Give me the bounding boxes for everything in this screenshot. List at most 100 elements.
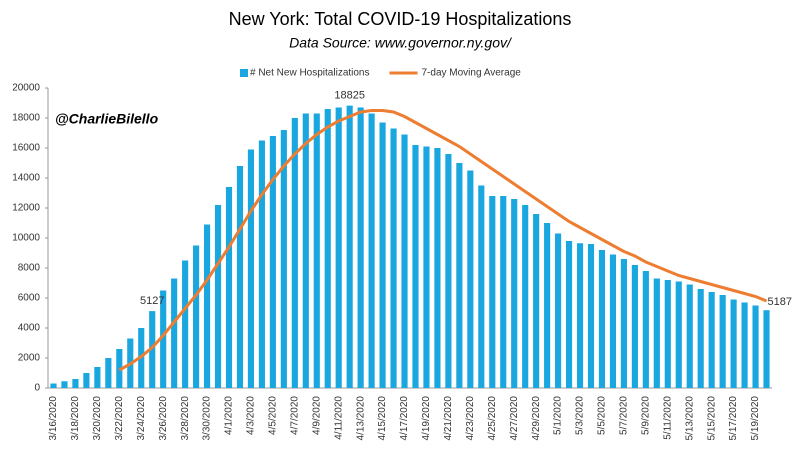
moving-average-line <box>118 109 768 372</box>
bar <box>434 148 441 388</box>
y-tick-label: 16000 <box>12 143 40 154</box>
bar <box>697 289 704 388</box>
bar <box>83 373 90 388</box>
x-tick-label: 4/7/2020 <box>289 396 300 435</box>
bar <box>500 196 507 388</box>
bar <box>653 278 660 388</box>
bar <box>346 105 353 388</box>
bar <box>522 205 529 388</box>
bar <box>258 140 265 388</box>
data-label: 5187 <box>768 296 792 308</box>
bar <box>94 367 101 388</box>
bar <box>609 254 617 388</box>
bar <box>291 118 298 388</box>
bar <box>269 136 276 388</box>
chart-title: New York: Total COVID-19 Hospitalization… <box>229 9 572 29</box>
x-tick-label: 4/17/2020 <box>399 396 410 441</box>
x-tick-label: 4/11/2020 <box>333 396 344 440</box>
x-tick-label: 3/20/2020 <box>92 396 103 441</box>
bar <box>236 166 244 388</box>
bar <box>555 233 562 388</box>
x-tick-label: 3/26/2020 <box>158 396 169 441</box>
bar <box>730 299 737 388</box>
bar <box>357 107 364 388</box>
bar <box>631 265 638 388</box>
bar <box>565 241 573 388</box>
bar <box>598 250 606 388</box>
y-tick-label: 10000 <box>12 233 40 244</box>
x-tick-label: 5/1/2020 <box>553 396 564 435</box>
bar <box>489 196 496 388</box>
bar <box>61 381 68 388</box>
bar <box>280 130 287 388</box>
bar <box>763 310 770 388</box>
x-tick-label: 5/3/2020 <box>575 396 586 435</box>
bar <box>719 295 726 388</box>
x-tick-label: 5/7/2020 <box>619 396 630 435</box>
x-tick-label: 5/17/2020 <box>728 396 739 441</box>
bar <box>401 134 408 388</box>
bar <box>368 113 375 388</box>
x-tick-label: 5/13/2020 <box>684 396 695 441</box>
bar <box>456 163 463 388</box>
x-tick-label: 5/19/2020 <box>750 396 761 441</box>
bar <box>423 146 430 388</box>
bar <box>214 205 222 388</box>
chart-subtitle: Data Source: www.governor.ny.gov/ <box>289 35 513 51</box>
y-tick-label: 18000 <box>12 113 40 124</box>
x-tick-label: 4/29/2020 <box>531 396 542 441</box>
x-tick-label: 4/27/2020 <box>509 396 520 441</box>
bar <box>324 109 331 388</box>
x-tick-label: 5/9/2020 <box>640 396 651 435</box>
x-tick-label: 5/5/2020 <box>597 396 608 435</box>
data-label: 5127 <box>140 295 164 307</box>
x-tick-label: 4/19/2020 <box>421 396 432 441</box>
x-tick-label: 4/3/2020 <box>246 396 257 435</box>
bar <box>390 128 397 388</box>
bar <box>664 280 671 388</box>
bar <box>379 122 386 388</box>
bar <box>335 107 342 388</box>
bar <box>576 243 584 388</box>
bar <box>105 358 112 388</box>
watermark: @CharlieBilello <box>55 111 159 127</box>
bar <box>302 113 309 388</box>
bar <box>741 302 748 388</box>
bar <box>686 284 693 388</box>
x-tick-label: 4/15/2020 <box>377 396 388 441</box>
x-tick-label: 3/28/2020 <box>180 396 191 441</box>
bar <box>708 292 715 388</box>
x-tick-label: 4/21/2020 <box>443 396 454 441</box>
x-tick-label: 4/13/2020 <box>355 396 366 441</box>
x-tick-label: 3/30/2020 <box>202 396 213 441</box>
legend-swatch <box>240 69 248 77</box>
bar <box>412 145 419 388</box>
bar <box>225 187 233 388</box>
bar <box>467 170 474 388</box>
x-tick-label: 4/9/2020 <box>311 396 322 435</box>
bar <box>247 149 255 388</box>
x-tick-label: 5/11/2020 <box>662 396 673 440</box>
bar <box>203 224 211 388</box>
bar <box>160 290 167 388</box>
bar <box>511 199 518 388</box>
bar <box>587 244 595 388</box>
bar <box>193 245 200 388</box>
x-tick-label: 3/16/2020 <box>48 396 59 441</box>
x-tick-label: 3/24/2020 <box>136 396 147 441</box>
bar <box>72 379 79 388</box>
y-tick-label: 8000 <box>18 263 41 274</box>
y-tick-label: 0 <box>34 383 40 394</box>
legend-label: 7-day Moving Average <box>422 68 522 79</box>
data-label: 18825 <box>334 90 365 102</box>
bar <box>313 113 320 388</box>
bar <box>752 305 759 388</box>
bar <box>533 214 540 388</box>
bar <box>182 260 189 388</box>
bar <box>642 271 649 388</box>
y-tick-label: 2000 <box>18 353 41 364</box>
x-tick-label: 4/23/2020 <box>465 396 476 441</box>
x-tick-label: 4/25/2020 <box>487 396 498 441</box>
y-tick-label: 14000 <box>12 173 40 184</box>
